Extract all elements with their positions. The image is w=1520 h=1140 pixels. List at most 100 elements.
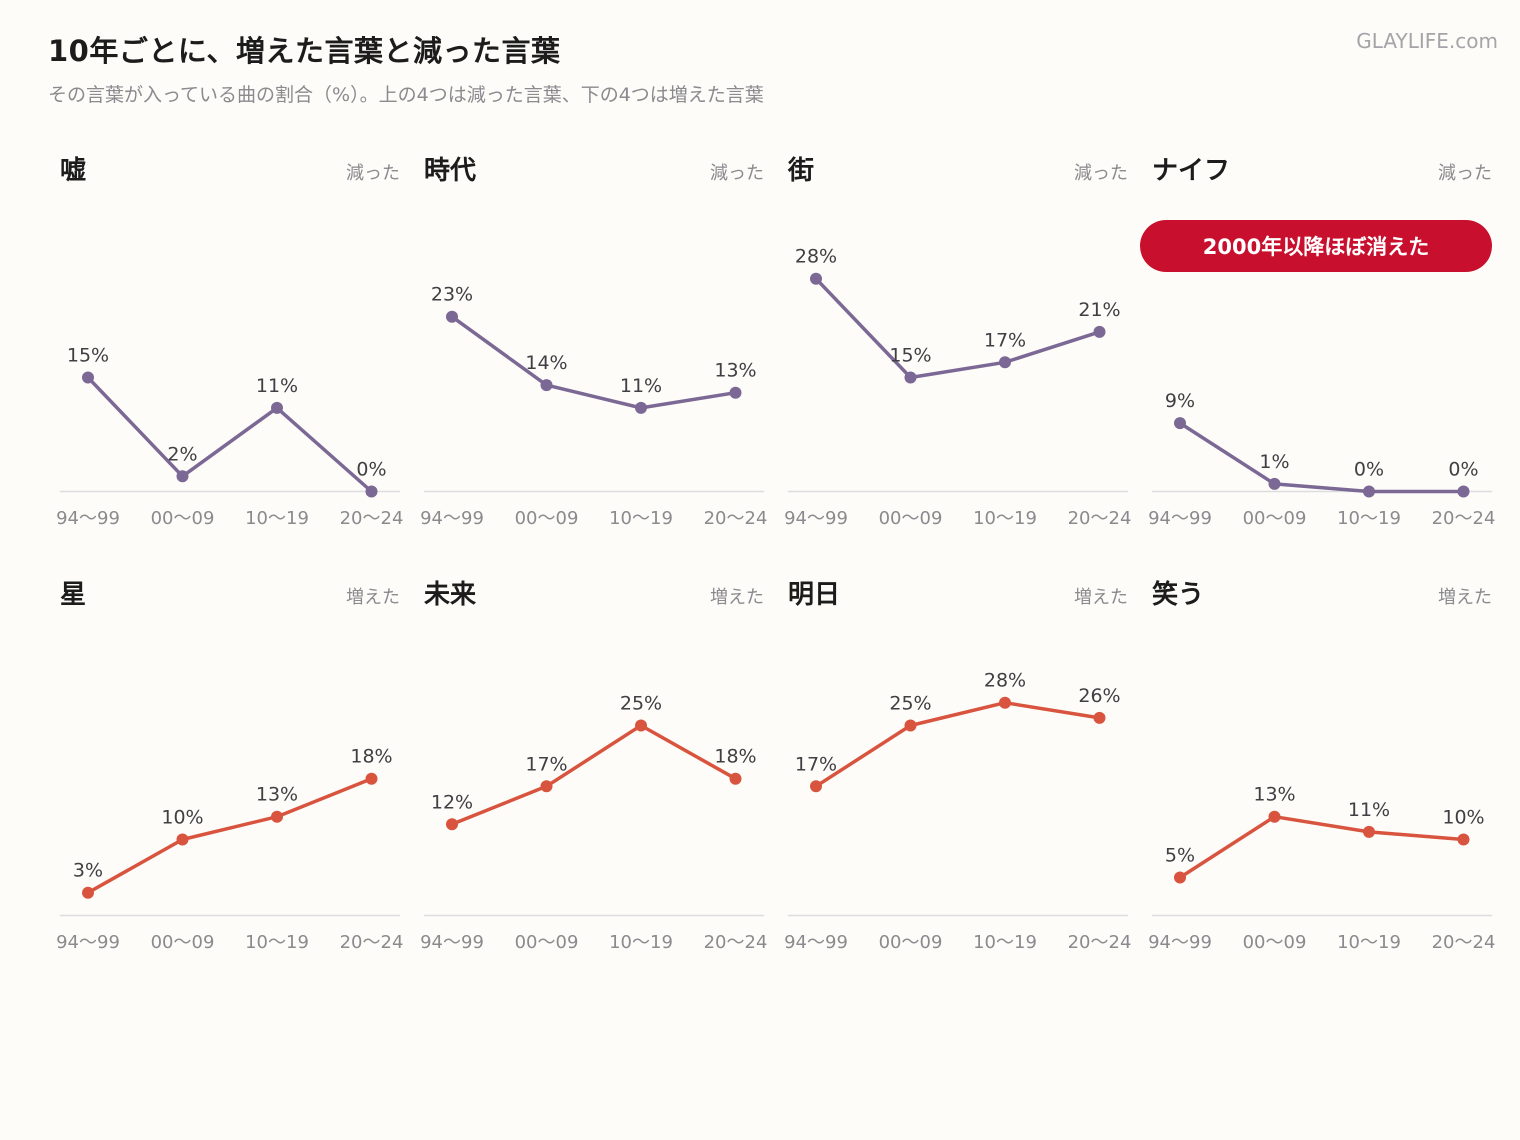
trend-label: 増えた	[1074, 587, 1128, 608]
data-point	[904, 371, 917, 384]
panel-7: 明日 増えた 94〜99 00〜09 10〜19 20〜24 17% 25% 28% 26%	[784, 580, 1131, 953]
series-line	[450, 723, 738, 827]
x-tick-label: 20〜24	[1432, 508, 1496, 529]
panel-title: ナイフ	[1152, 156, 1230, 186]
data-label: 9%	[1165, 390, 1195, 412]
data-point	[1457, 833, 1470, 846]
x-tick-label: 00〜09	[1243, 508, 1307, 529]
x-tick-label: 10〜19	[973, 932, 1037, 953]
annotation-text: 2000年以降ほぼ消えた	[1203, 235, 1429, 259]
data-label: 21%	[1078, 299, 1120, 321]
data-point	[729, 772, 742, 785]
trend-label: 減った	[1074, 163, 1128, 184]
annotation-badge-bg	[1140, 220, 1492, 272]
x-tick-label: 10〜19	[609, 508, 673, 529]
panel-title: 嘘	[60, 156, 86, 186]
x-tick-label: 00〜09	[1243, 932, 1307, 953]
page-subtitle: その言葉が入っている曲の割合（%）。上の4つは減った言葉、下の4つは増えた言葉	[48, 84, 764, 106]
series-line	[86, 776, 374, 895]
x-tick-label: 10〜19	[245, 932, 309, 953]
x-tick-label: 20〜24	[1432, 932, 1496, 953]
x-tick-label: 94〜99	[784, 508, 848, 529]
x-tick-label: 10〜19	[1337, 932, 1401, 953]
data-point	[82, 371, 94, 384]
trend-label: 減った	[710, 163, 764, 184]
data-label: 0%	[356, 459, 386, 481]
data-point	[176, 470, 189, 483]
data-label: 5%	[1165, 845, 1195, 867]
data-label: 28%	[984, 670, 1026, 692]
data-label: 14%	[525, 352, 567, 374]
data-point	[1457, 485, 1470, 498]
x-tick-label: 10〜19	[973, 508, 1037, 529]
data-label: 11%	[256, 375, 298, 397]
data-label: 23%	[431, 284, 473, 306]
panel-title: 時代	[424, 156, 476, 186]
data-point	[1363, 485, 1375, 498]
data-label: 10%	[1442, 807, 1484, 829]
data-point	[271, 401, 283, 414]
data-point	[635, 401, 647, 414]
data-label: 10%	[161, 807, 203, 829]
data-label: 1%	[1259, 451, 1289, 473]
panel-title: 明日	[788, 580, 840, 610]
series-line	[1178, 421, 1466, 494]
trend-label: 減った	[346, 163, 400, 184]
data-point	[1093, 711, 1106, 724]
data-point	[271, 810, 283, 823]
data-label: 15%	[67, 345, 109, 367]
panel-title: 街	[787, 156, 814, 186]
series-line	[814, 276, 1102, 380]
data-point	[904, 719, 917, 732]
data-point	[1268, 477, 1281, 490]
data-point	[999, 356, 1011, 369]
data-label: 2%	[167, 443, 197, 465]
series-line	[814, 700, 1102, 789]
data-point	[999, 696, 1011, 709]
panel-1: 嘘 減った 94〜99 00〜09 10〜19 20〜24 15% 2% 11% 0%	[56, 156, 403, 529]
x-tick-label: 10〜19	[1337, 508, 1401, 529]
data-point	[365, 485, 378, 498]
panel-title: 未来	[424, 580, 477, 610]
data-label: 17%	[984, 329, 1026, 351]
data-point	[810, 272, 822, 285]
data-label: 18%	[714, 746, 756, 768]
data-label: 12%	[431, 791, 473, 813]
panel-3: 街 減った 94〜99 00〜09 10〜19 20〜24 28% 15% 17% 21%	[784, 156, 1131, 529]
data-point	[540, 379, 553, 392]
x-tick-label: 94〜99	[420, 508, 484, 529]
data-label: 13%	[1253, 784, 1295, 806]
data-label: 28%	[795, 246, 837, 268]
data-point	[810, 780, 822, 793]
page-title: 10年ごとに、増えた言葉と減った言葉	[48, 34, 561, 68]
data-point	[176, 833, 189, 846]
x-tick-label: 94〜99	[420, 932, 484, 953]
trend-label: 増えた	[710, 587, 764, 608]
x-tick-label: 94〜99	[1148, 932, 1212, 953]
data-point	[82, 886, 94, 899]
trend-label: 減った	[1438, 163, 1492, 184]
x-tick-label: 00〜09	[515, 508, 579, 529]
panel-4: ナイフ 減った 94〜99 00〜09 10〜19 20〜24 9% 1% 0% 0% 2000年以…	[1140, 156, 1495, 529]
x-tick-label: 94〜99	[784, 932, 848, 953]
data-label: 15%	[889, 345, 931, 367]
data-label: 13%	[714, 360, 756, 382]
series-line	[450, 314, 738, 410]
data-label: 11%	[1348, 799, 1390, 821]
x-tick-label: 20〜24	[704, 932, 768, 953]
data-label: 11%	[620, 375, 662, 397]
panel-2: 時代 減った 94〜99 00〜09 10〜19 20〜24 23% 14% 11% 13%	[420, 156, 767, 529]
x-tick-label: 20〜24	[704, 508, 768, 529]
data-point	[1363, 825, 1375, 838]
data-point	[446, 310, 458, 323]
site-credit: GLAYLIFE.com	[1356, 29, 1498, 53]
panel-6: 未来 増えた 94〜99 00〜09 10〜19 20〜24 12% 17% 25% 18%	[420, 580, 767, 953]
x-tick-label: 10〜19	[245, 508, 309, 529]
x-tick-label: 94〜99	[56, 508, 120, 529]
data-label: 17%	[525, 753, 567, 775]
data-point	[1093, 325, 1106, 338]
data-label: 18%	[350, 746, 392, 768]
series-line	[1178, 814, 1466, 880]
